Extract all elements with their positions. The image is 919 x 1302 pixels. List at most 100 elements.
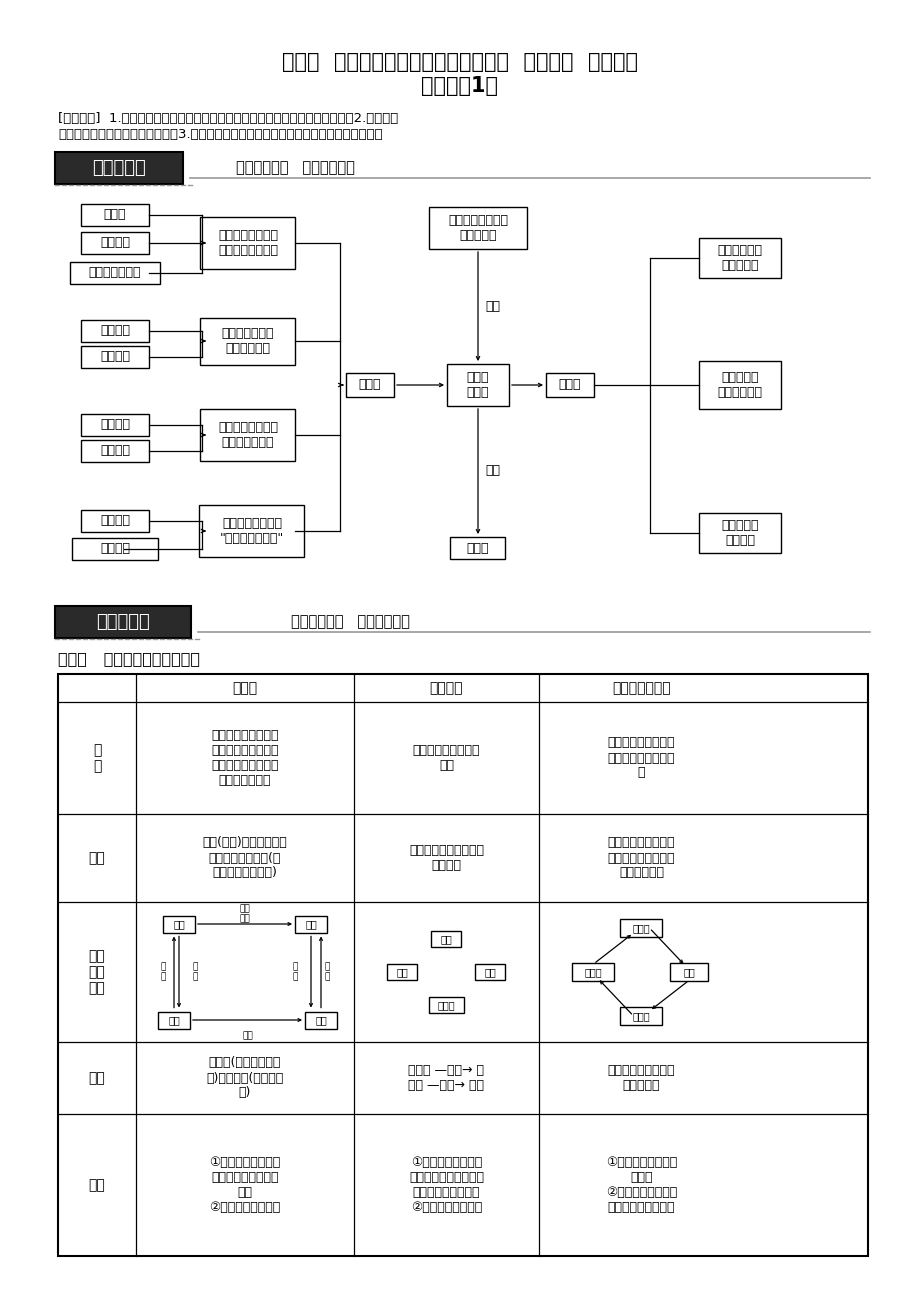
Text: 植树种草: 植树种草 xyxy=(100,543,130,556)
Text: 组成: 组成 xyxy=(484,299,499,312)
Bar xyxy=(698,513,780,553)
Bar xyxy=(200,318,295,365)
Text: 自然地理环境具有
统一的演化过程: 自然地理环境具有 统一的演化过程 xyxy=(218,421,278,449)
Text: 沉积岩: 沉积岩 xyxy=(584,967,602,976)
Text: 物质
循环
简图: 物质 循环 简图 xyxy=(88,949,106,995)
Text: 动物: 动物 xyxy=(484,967,496,976)
Bar xyxy=(72,538,158,560)
Text: 蒸发(蒸腾)、水汽输送、
降水、下渗、径流(地
表径流、地下径流): 蒸发(蒸腾)、水汽输送、 降水、下渗、径流(地 表径流、地下径流) xyxy=(202,836,287,879)
Text: 专题探究区: 专题探究区 xyxy=(96,613,150,631)
Text: 水汽
输送: 水汽 输送 xyxy=(239,905,250,923)
Text: 平衡功能: 平衡功能 xyxy=(100,350,130,363)
Text: 环节: 环节 xyxy=(88,852,106,865)
Text: 水循环: 水循环 xyxy=(104,208,126,221)
Text: 微生物: 微生物 xyxy=(437,1000,455,1010)
Text: 第五章  自然地理环境的整体性与差异性  章末总结  学案（人: 第五章 自然地理环境的整体性与差异性 章末总结 学案（人 xyxy=(282,52,637,72)
Text: 岩石圈物质循环: 岩石圈物质循环 xyxy=(611,681,670,695)
Text: 由赤道到两极
的地域分异: 由赤道到两极 的地域分异 xyxy=(717,243,762,272)
Text: 水循环: 水循环 xyxy=(233,681,257,695)
Text: 环境: 环境 xyxy=(396,967,408,976)
Text: 森林破坏: 森林破坏 xyxy=(100,514,130,527)
Bar xyxy=(199,505,304,557)
Text: 专题一   地理环境三大循环对比: 专题一 地理环境三大循环对比 xyxy=(58,651,199,667)
Text: 自然带: 自然带 xyxy=(466,542,489,555)
Text: 自然界的水在水圈、
大气圈、岩石圈、生
物圈中通过各个环节
连续运动的过程: 自然界的水在水圈、 大气圈、岩石圈、生 物圈中通过各个环节 连续运动的过程 xyxy=(211,729,278,786)
Bar xyxy=(698,238,780,279)
Text: 径流: 径流 xyxy=(242,1031,253,1040)
Text: 从岩浆到各类岩石，
再到新岩浆的产生过
程: 从岩浆到各类岩石， 再到新岩浆的产生过 程 xyxy=(607,737,675,780)
Text: 呼吸作用、光合作用、
分解作用: 呼吸作用、光合作用、 分解作用 xyxy=(409,844,483,872)
Bar xyxy=(200,409,295,461)
Text: 地理要素相互作
用产生新功能: 地理要素相互作 用产生新功能 xyxy=(221,327,274,355)
Text: 变质岩: 变质岩 xyxy=(632,1010,650,1021)
Bar xyxy=(428,207,527,249)
Text: 能量: 能量 xyxy=(88,1072,106,1085)
Text: 生产功能: 生产功能 xyxy=(100,324,130,337)
Bar xyxy=(475,963,505,980)
Text: 整体性: 整体性 xyxy=(358,379,380,392)
Text: 山地的垂直
地域分异: 山地的垂直 地域分异 xyxy=(720,519,758,547)
Text: 教版必修1）: 教版必修1） xyxy=(421,76,498,96)
Text: 植物: 植物 xyxy=(440,934,452,944)
Bar xyxy=(81,510,149,533)
Text: 太阳能 —合成→ 化
学能 —分解→ 热能: 太阳能 —合成→ 化 学能 —分解→ 热能 xyxy=(408,1064,484,1092)
Text: 意义: 意义 xyxy=(88,1178,106,1193)
Bar xyxy=(447,365,508,406)
Text: 大气、水、岩石、
生物、土壤: 大气、水、岩石、 生物、土壤 xyxy=(448,214,507,242)
Text: 解读重点难点   精讲方法技巧: 解读重点难点 精讲方法技巧 xyxy=(290,615,409,629)
Text: 梳理知识体系   钩玄内容纲要: 梳理知识体系 钩玄内容纲要 xyxy=(235,160,354,176)
Bar xyxy=(619,1006,662,1025)
Text: 蒸
发: 蒸 发 xyxy=(292,962,298,982)
Text: 冷却凝固、风化、侵
蚀、搬运、堆积、变
质、重熔再生: 冷却凝固、风化、侵 蚀、搬运、堆积、变 质、重熔再生 xyxy=(607,836,675,879)
Bar xyxy=(81,440,149,462)
Text: 大气: 大气 xyxy=(173,919,185,930)
Text: 蒸
发: 蒸 发 xyxy=(160,962,165,982)
Text: [学习目标]  1.了解自然地理环境的组成要素及各要素间相互作用产生的新功能。2.掌握自然: [学习目标] 1.了解自然地理环境的组成要素及各要素间相互作用产生的新功能。2.… xyxy=(58,112,398,125)
Bar xyxy=(698,361,780,409)
Text: 有机质的合成与分解
过程: 有机质的合成与分解 过程 xyxy=(413,743,480,772)
Bar xyxy=(81,204,149,227)
Text: 大气: 大气 xyxy=(305,919,316,930)
Bar xyxy=(200,217,295,270)
Text: 陆地: 陆地 xyxy=(168,1016,180,1025)
Text: 降
水: 降 水 xyxy=(192,962,198,982)
Text: 气候变化: 气候变化 xyxy=(100,418,130,431)
Text: 划分: 划分 xyxy=(484,465,499,478)
Bar xyxy=(158,1012,190,1029)
Bar xyxy=(81,414,149,436)
Text: 太阳能(蒸发、水汽输
送)、重力能(降水、径
流): 太阳能(蒸发、水汽输 送)、重力能(降水、径 流) xyxy=(206,1056,283,1099)
Text: 自然地
理环境: 自然地 理环境 xyxy=(466,371,489,398)
Text: 岩石圈物质循环: 岩石圈物质循环 xyxy=(88,267,142,280)
Text: 地理要素间进行着
物质与能量的交换: 地理要素间进行着 物质与能量的交换 xyxy=(218,229,278,256)
Text: 从沿海向内
陆的地域分异: 从沿海向内 陆的地域分异 xyxy=(717,371,762,398)
Bar xyxy=(619,919,662,937)
Text: ①使水体不断更新，
维持全球水的动态平
衡；
②缓解不同纬度热量: ①使水体不断更新， 维持全球水的动态平 衡； ②缓解不同纬度热量 xyxy=(210,1156,280,1213)
Bar xyxy=(81,320,149,342)
Bar xyxy=(431,931,461,947)
Text: 生物循环: 生物循环 xyxy=(429,681,463,695)
Bar xyxy=(670,963,708,980)
Bar xyxy=(81,232,149,254)
Text: 差异性: 差异性 xyxy=(558,379,581,392)
Text: 降
水: 降 水 xyxy=(324,962,329,982)
Bar xyxy=(55,605,191,638)
Bar xyxy=(545,372,594,397)
Bar xyxy=(428,997,463,1013)
Text: 概
念: 概 念 xyxy=(93,743,101,773)
Bar xyxy=(55,152,183,184)
Bar xyxy=(70,262,160,284)
Bar xyxy=(295,915,326,932)
Text: ①形成了丰富的矿产
资源；
②改变了地表形态，
塑造了各种自然景观: ①形成了丰富的矿产 资源； ②改变了地表形态， 塑造了各种自然景观 xyxy=(606,1156,676,1213)
Text: 海洋: 海洋 xyxy=(315,1016,326,1025)
Bar xyxy=(450,536,505,559)
Bar xyxy=(163,915,195,932)
Text: ①促进自然界物质和
化学元素的迁移运动，
能量的流动、转化；
②联系自然地理环境: ①促进自然界物质和 化学元素的迁移运动， 能量的流动、转化； ②联系自然地理环境 xyxy=(409,1156,483,1213)
Bar xyxy=(58,674,867,702)
Text: 地貌变化: 地貌变化 xyxy=(100,444,130,457)
Bar xyxy=(58,674,867,1256)
Text: 生物循环: 生物循环 xyxy=(100,237,130,250)
Text: 岩浆: 岩浆 xyxy=(683,967,695,976)
Text: 地球内部热能、太阳
能、重力能: 地球内部热能、太阳 能、重力能 xyxy=(607,1064,675,1092)
Text: 地理环境的整体性和差异性规律。3.运用整体性和差异性规律分析评价人类的生产和生活。: 地理环境的整体性和差异性规律。3.运用整体性和差异性规律分析评价人类的生产和生活… xyxy=(58,128,382,141)
Bar xyxy=(305,1012,336,1029)
